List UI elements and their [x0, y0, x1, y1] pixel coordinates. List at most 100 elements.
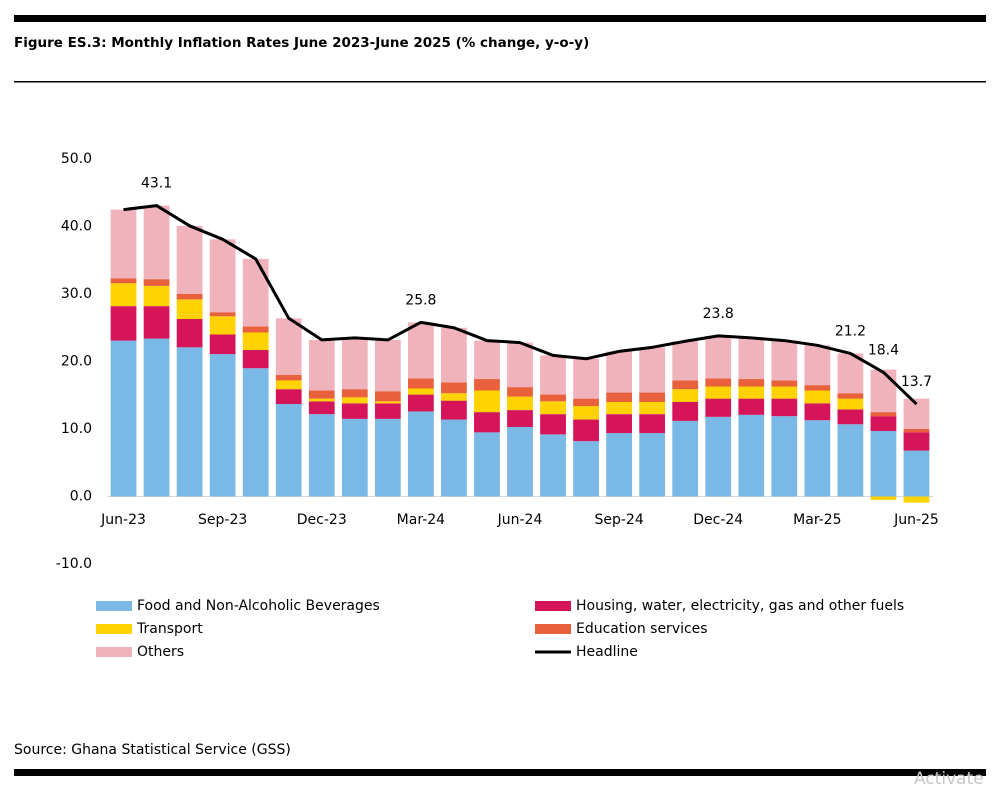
bar-segment [771, 398, 798, 417]
bar-segment [606, 392, 633, 402]
bar-segment [407, 394, 434, 412]
bar-segment [870, 431, 897, 497]
bar-segment [672, 341, 699, 381]
x-tick-label: Dec-23 [297, 512, 347, 528]
bar-segment [341, 418, 368, 497]
bar-segment [275, 375, 302, 381]
bar-segment [540, 355, 566, 395]
bar-segment [143, 279, 170, 286]
x-tick-label: Mar-25 [793, 512, 841, 528]
bar-segment [507, 396, 533, 411]
legend-swatch [535, 624, 571, 634]
y-tick-label: -10.0 [56, 556, 92, 572]
bar-segment [209, 239, 236, 313]
bar-segment [804, 420, 831, 497]
bar-segment [837, 409, 864, 425]
bar-segment [837, 424, 864, 497]
headline-line [123, 204, 918, 406]
bar-segment [540, 394, 566, 402]
bar-segment [738, 398, 765, 415]
bar-segment [143, 205, 170, 280]
legend-swatch [96, 601, 132, 611]
bar-segment [540, 401, 566, 415]
bar-segment [705, 378, 732, 387]
bar-segment [176, 294, 203, 300]
data-label: 25.8 [405, 292, 436, 308]
bar-segment [573, 398, 599, 407]
bar-segment [771, 340, 798, 381]
bar-segment [705, 386, 732, 399]
data-label: 13.7 [901, 374, 932, 390]
bar-segment [903, 432, 930, 451]
bar-segment [275, 380, 302, 390]
bar-segment [474, 390, 500, 413]
bar-segment [474, 432, 500, 497]
bar-segment [540, 414, 566, 435]
bar-segment [705, 416, 732, 497]
x-tick-label: Jun-24 [497, 512, 543, 528]
bar-segment [341, 389, 368, 398]
x-tick-label: Mar-24 [397, 512, 445, 528]
bar-segment [441, 419, 467, 497]
bar-segment [308, 390, 335, 399]
bar-segment [507, 387, 533, 397]
bar-segment [870, 416, 897, 432]
bar-segment [407, 378, 434, 389]
bar-segment [474, 412, 500, 433]
bar-segment [639, 433, 666, 497]
y-tick-label: 30.0 [61, 286, 92, 302]
bar-segment [176, 318, 203, 348]
bar-segment [374, 401, 401, 404]
bar-segment [308, 401, 335, 415]
bar-segment [110, 283, 137, 307]
legend-label: Headline [576, 644, 638, 660]
bar-segment [639, 402, 666, 415]
bar-segment [474, 379, 500, 391]
bar-segment [374, 339, 401, 392]
bar-segment [507, 426, 533, 497]
bar-segment [341, 403, 368, 419]
bar-segment [804, 390, 831, 404]
bar-segment [441, 393, 467, 401]
bar-segment [507, 342, 533, 388]
bar-segment [275, 389, 302, 405]
bar-segment [242, 350, 269, 369]
bar-segment [837, 393, 864, 399]
bar-segment [407, 322, 434, 379]
bar-segment [407, 388, 434, 395]
bar-segment [705, 335, 732, 379]
bar-segment [176, 225, 203, 294]
bar-segment [110, 278, 137, 284]
bar-segment [771, 380, 798, 387]
data-label: 18.4 [868, 342, 899, 358]
bar-segment [275, 318, 302, 375]
bar-segment [573, 406, 599, 420]
bar-segment [242, 258, 269, 327]
legend-swatch [535, 601, 571, 611]
bar-segment [275, 404, 302, 497]
data-label: 23.8 [703, 306, 734, 322]
legend-label: Education services [576, 621, 708, 637]
bottom-rule [14, 769, 986, 776]
bar-segment [176, 347, 203, 497]
y-tick-label: 40.0 [61, 219, 92, 235]
legend-label: Others [137, 644, 184, 660]
bar-segment [441, 327, 467, 383]
bar-segment [242, 326, 269, 333]
bar-segment [573, 419, 599, 442]
bar-segment [308, 398, 335, 402]
bar-segment [705, 398, 732, 417]
bar-segment [903, 496, 930, 503]
bar-segment [507, 410, 533, 427]
bar-segment [143, 338, 170, 497]
bar-segment [374, 403, 401, 419]
bar-segment [209, 312, 236, 317]
bar-segment [672, 389, 699, 402]
y-tick-label: 10.0 [61, 421, 92, 437]
top-rule [14, 15, 986, 22]
bar-segment [804, 403, 831, 421]
bar-segment [804, 385, 831, 391]
bar-segment [110, 306, 137, 341]
bar-segment [771, 386, 798, 399]
